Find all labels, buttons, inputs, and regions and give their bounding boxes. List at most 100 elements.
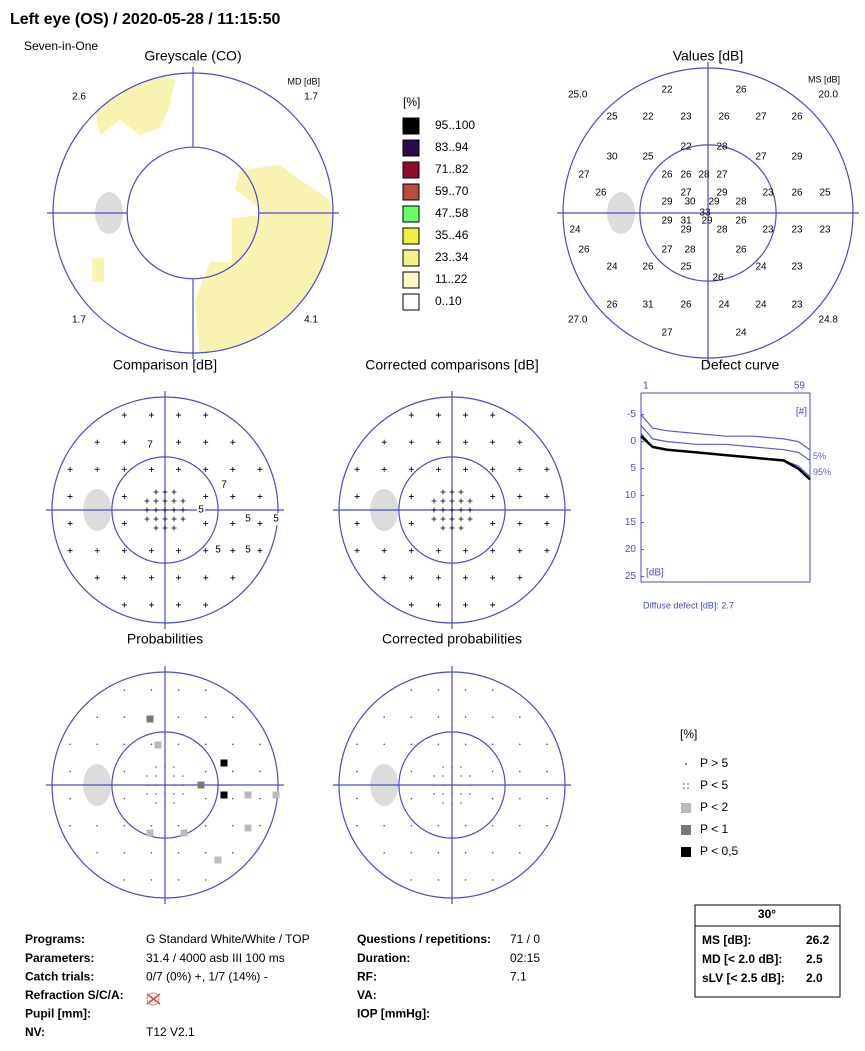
y-tick-label: -5 bbox=[627, 409, 636, 420]
normal-marker bbox=[67, 548, 73, 554]
normal-marker bbox=[153, 498, 159, 504]
normal-marker bbox=[517, 575, 523, 581]
normal-marker bbox=[490, 493, 496, 499]
normal-dot bbox=[123, 770, 126, 773]
normal-marker bbox=[230, 439, 236, 445]
normal-marker bbox=[94, 575, 100, 581]
normal-dot bbox=[464, 716, 467, 718]
normal-marker bbox=[381, 466, 387, 472]
normal-dot bbox=[464, 824, 467, 827]
normal-marker bbox=[153, 516, 159, 522]
normal-dot bbox=[259, 743, 261, 746]
normal-marker bbox=[121, 439, 127, 445]
normal-marker bbox=[203, 575, 209, 581]
info-label: Pupil [mm]: bbox=[25, 1007, 91, 1021]
normal-dot bbox=[164, 784, 166, 786]
normal-dot bbox=[155, 793, 157, 795]
normal-marker bbox=[435, 575, 441, 581]
corner-value: 27.0 bbox=[568, 315, 588, 326]
legend-swatch bbox=[402, 117, 420, 135]
normal-dot bbox=[232, 743, 234, 746]
md-label: MD [dB] bbox=[287, 76, 320, 86]
normal-marker bbox=[94, 439, 100, 445]
probability-marker bbox=[244, 791, 252, 799]
defect-line bbox=[640, 425, 811, 461]
summary-value: 2.5 bbox=[806, 952, 823, 966]
normal-dot bbox=[182, 793, 184, 795]
normal-marker bbox=[176, 466, 182, 472]
normal-dot bbox=[433, 784, 435, 786]
normal-dot bbox=[491, 689, 494, 691]
normal-marker bbox=[381, 575, 387, 581]
legend-marker bbox=[681, 803, 691, 813]
normal-dot bbox=[410, 852, 413, 854]
normal-marker bbox=[162, 516, 168, 522]
normal-marker bbox=[440, 516, 446, 522]
legend-label: 35..46 bbox=[435, 228, 469, 242]
normal-dot bbox=[519, 852, 521, 854]
normal-dot bbox=[464, 743, 467, 746]
legend-label: 71..82 bbox=[435, 162, 469, 176]
normal-marker bbox=[171, 498, 177, 504]
normal-dot bbox=[410, 743, 413, 746]
sensitivity-value: 28 bbox=[716, 225, 728, 236]
info-label: NV: bbox=[25, 1025, 45, 1039]
normal-marker bbox=[230, 493, 236, 499]
normal-dot bbox=[546, 797, 548, 800]
normal-marker bbox=[435, 548, 441, 554]
info-label: Catch trials: bbox=[25, 969, 94, 983]
normal-marker bbox=[467, 507, 473, 513]
normal-dot bbox=[150, 689, 153, 691]
normal-dot bbox=[356, 824, 358, 827]
sensitivity-value: 23 bbox=[762, 225, 774, 236]
sensitivity-value: 27 bbox=[680, 188, 692, 199]
normal-marker bbox=[203, 548, 209, 554]
sensitivity-value: 24 bbox=[755, 300, 767, 311]
info-label: RF: bbox=[357, 969, 377, 983]
normal-marker bbox=[257, 493, 263, 499]
sensitivity-value: 29 bbox=[680, 225, 692, 236]
info-value: 7.1 bbox=[510, 969, 527, 983]
sensitivity-value: 23 bbox=[791, 262, 803, 273]
normal-marker bbox=[458, 516, 464, 522]
normal-marker bbox=[94, 548, 100, 554]
sensitivity-value: 24 bbox=[735, 328, 747, 339]
normal-marker bbox=[171, 525, 177, 531]
normal-marker bbox=[408, 521, 414, 527]
deviation-value: 5 bbox=[245, 545, 251, 556]
sensitivity-value: 26 bbox=[791, 188, 803, 199]
corner-value: 1.7 bbox=[72, 315, 86, 326]
normal-dot bbox=[437, 824, 440, 827]
normal-marker bbox=[180, 516, 186, 522]
corner-value: 25.0 bbox=[568, 90, 588, 101]
normal-marker bbox=[148, 548, 154, 554]
legend-marker bbox=[681, 825, 691, 835]
normal-marker bbox=[180, 498, 186, 504]
normal-marker bbox=[144, 516, 150, 522]
normal-marker bbox=[435, 466, 441, 472]
normal-dot bbox=[232, 852, 234, 854]
normal-marker bbox=[230, 548, 236, 554]
legend-marker bbox=[685, 763, 687, 765]
normal-dot bbox=[69, 797, 71, 800]
normal-dot bbox=[464, 689, 467, 691]
normal-marker bbox=[121, 602, 127, 608]
normal-marker bbox=[176, 548, 182, 554]
label-bg bbox=[244, 544, 252, 556]
normal-dot bbox=[146, 775, 148, 777]
sensitivity-value: 29 bbox=[661, 216, 673, 227]
normal-marker bbox=[517, 466, 523, 472]
normal-marker bbox=[431, 516, 437, 522]
sensitivity-value: 29 bbox=[716, 188, 728, 199]
normal-dot bbox=[410, 797, 413, 800]
normal-dot bbox=[460, 802, 462, 804]
sensitivity-value: 29 bbox=[708, 197, 720, 208]
y-tick-label: 15 bbox=[625, 517, 637, 528]
legend-marker bbox=[687, 787, 689, 789]
normal-marker bbox=[440, 489, 446, 495]
legend-label: P < 5 bbox=[700, 778, 728, 792]
normal-dot bbox=[442, 802, 444, 804]
summary-value: 26.2 bbox=[806, 933, 830, 947]
legend-swatch bbox=[402, 139, 420, 157]
summary-label: sLV [< 2.5 dB]: bbox=[702, 971, 785, 985]
